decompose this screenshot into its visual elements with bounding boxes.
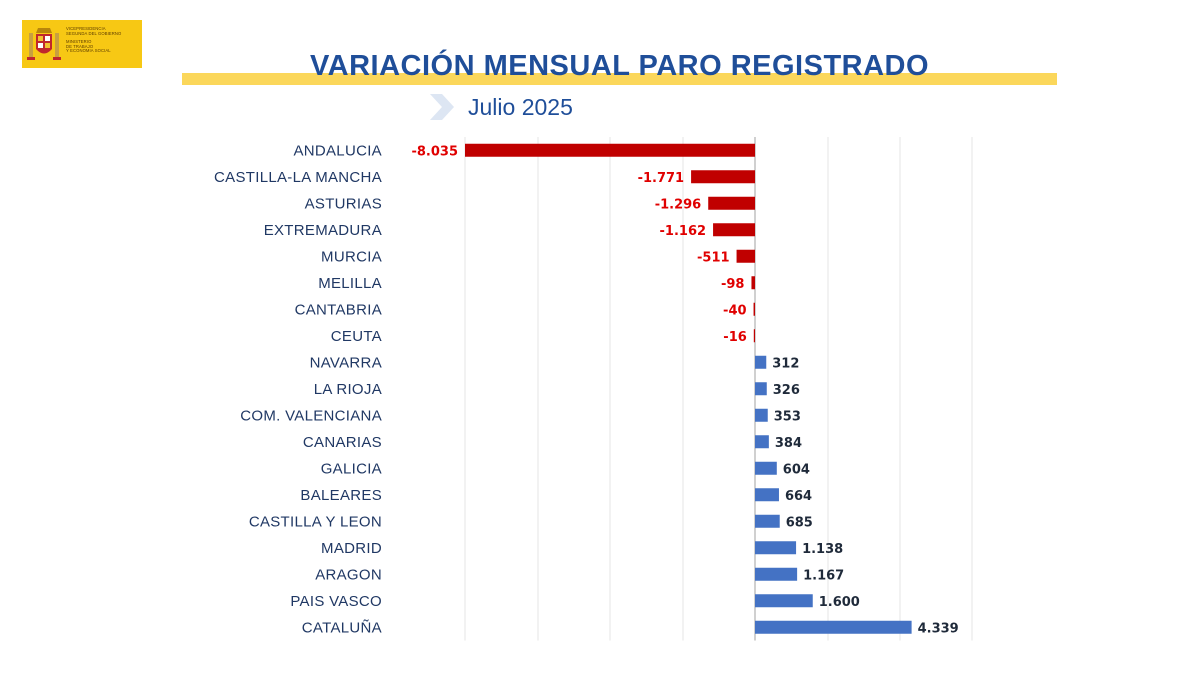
data-label: -16	[723, 330, 747, 345]
data-label: 604	[783, 462, 810, 477]
bar	[465, 143, 755, 157]
bar	[755, 408, 768, 422]
logo-line: Y ECONOMÍA SOCIAL	[66, 49, 111, 54]
data-label: 312	[772, 356, 799, 371]
category-label: ANDALUCIA	[293, 142, 382, 159]
bar	[755, 541, 797, 555]
chevron-right-icon	[430, 94, 454, 120]
data-label: 1.138	[802, 542, 843, 557]
category-label: CEUTA	[331, 328, 382, 345]
data-label: -1.771	[638, 171, 685, 186]
category-label: COM. VALENCIANA	[240, 407, 382, 424]
bar	[755, 514, 780, 528]
data-label: 353	[774, 409, 801, 424]
category-label: CASTILLA-LA MANCHA	[214, 169, 382, 186]
bar	[751, 276, 755, 290]
title-underline-band	[182, 73, 1057, 85]
bar	[753, 329, 755, 343]
category-label: ASTURIAS	[305, 195, 382, 212]
logo-text: VICEPRESIDENCIA SEGUNDA DEL GOBIERNO MIN…	[66, 27, 140, 54]
data-label: 1.167	[803, 568, 844, 583]
data-label: -98	[721, 277, 745, 292]
bar	[713, 223, 755, 237]
bar	[755, 355, 767, 369]
category-label: MURCIA	[321, 248, 382, 265]
bar	[755, 488, 779, 502]
bar	[755, 435, 769, 449]
data-label: -40	[723, 303, 747, 318]
category-label: LA RIOJA	[314, 381, 382, 398]
category-label: CATALUÑA	[302, 619, 382, 636]
data-label: 685	[786, 515, 813, 530]
data-label: 384	[775, 436, 802, 451]
data-label: 326	[773, 383, 800, 398]
coat-of-arms-icon	[27, 28, 61, 60]
category-label: GALICIA	[321, 460, 382, 477]
data-label: 664	[785, 489, 812, 504]
data-label: 1.600	[819, 595, 860, 610]
government-logo: VICEPRESIDENCIA SEGUNDA DEL GOBIERNO MIN…	[22, 20, 142, 68]
logo-line: MINISTERIO	[66, 40, 92, 45]
bar	[691, 170, 755, 184]
category-label: NAVARRA	[310, 354, 382, 371]
category-label: CASTILLA Y LEON	[249, 513, 382, 530]
bar	[755, 620, 912, 634]
logo-line: DE TRABAJO	[66, 44, 94, 49]
bar	[753, 302, 755, 316]
category-label: MELILLA	[318, 275, 382, 292]
category-label: CANTABRIA	[295, 301, 382, 318]
bar	[755, 594, 813, 608]
logo-line: SEGUNDA DEL GOBIERNO	[66, 31, 122, 36]
bar	[755, 382, 767, 396]
bar	[708, 196, 755, 210]
data-label: -511	[697, 250, 730, 265]
bar	[755, 461, 777, 475]
data-label: -1.162	[660, 224, 707, 239]
data-label: -8.035	[411, 144, 458, 159]
category-label: CANARIAS	[303, 434, 382, 451]
page-title: VARIACIÓN MENSUAL PARO REGISTRADO	[309, 50, 930, 82]
category-label: PAIS VASCO	[290, 593, 382, 610]
category-label: EXTREMADURA	[264, 222, 382, 239]
bar	[755, 567, 798, 581]
category-label: ARAGON	[315, 566, 382, 583]
bar	[736, 249, 755, 263]
category-label: MADRID	[321, 540, 382, 557]
data-label: 4.339	[918, 621, 959, 636]
category-label: BALEARES	[300, 487, 382, 504]
logo-line: VICEPRESIDENCIA	[66, 27, 106, 31]
data-label: -1.296	[655, 197, 702, 212]
page-subtitle: Julio 2025	[468, 94, 573, 120]
